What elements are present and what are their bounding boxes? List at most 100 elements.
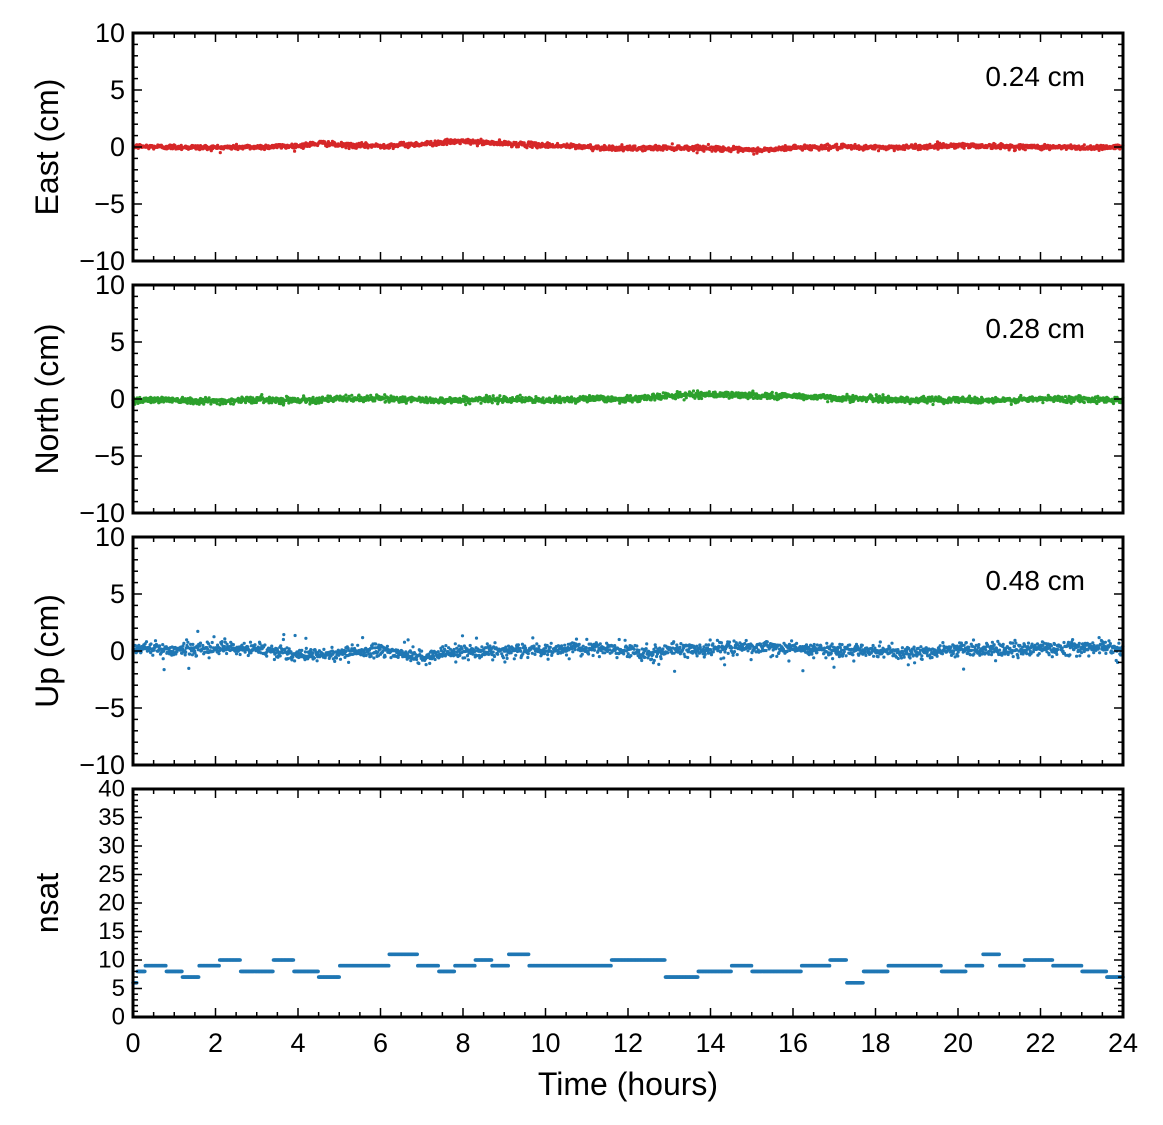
- up-point: [187, 666, 191, 671]
- east-point: [892, 149, 896, 153]
- north-point: [344, 393, 348, 397]
- up-point: [207, 642, 211, 646]
- y-tick-label: 0: [110, 384, 125, 414]
- east-point: [1082, 143, 1086, 147]
- north-point: [384, 399, 388, 403]
- up-point: [182, 641, 186, 646]
- up-point: [184, 650, 188, 654]
- north-point: [1041, 401, 1045, 405]
- north-point: [826, 400, 830, 404]
- north-point: [1111, 401, 1116, 406]
- east-ticks: [132, 32, 1124, 262]
- north-point: [628, 394, 633, 398]
- up-point: [248, 640, 253, 644]
- up-point: [186, 640, 190, 644]
- north-point: [403, 395, 407, 399]
- up-point: [210, 640, 214, 645]
- y-tick-label: −5: [94, 189, 125, 219]
- up-point: [225, 651, 229, 656]
- east-point: [344, 146, 348, 150]
- north-point: [404, 401, 408, 405]
- north-point: [260, 393, 264, 397]
- east-point: [475, 144, 479, 148]
- north-point: [520, 396, 525, 400]
- north-point: [383, 393, 387, 397]
- up-point: [223, 637, 227, 641]
- east-point: [293, 149, 297, 153]
- y-tick-label: −5: [94, 441, 125, 471]
- north-point: [684, 396, 688, 400]
- north-point: [490, 401, 494, 405]
- north-point: [267, 401, 271, 405]
- east-point: [706, 142, 711, 147]
- up-point: [263, 643, 267, 647]
- east-point: [670, 142, 674, 146]
- up-point: [188, 652, 192, 656]
- north-point: [1082, 400, 1086, 405]
- y-tick-label: 5: [110, 327, 125, 357]
- north-point: [931, 402, 935, 407]
- north-point: [158, 400, 163, 404]
- north-point: [282, 401, 286, 405]
- north-point: [770, 390, 774, 394]
- east-point: [234, 142, 239, 146]
- north-point: [314, 401, 318, 406]
- east-point: [695, 151, 699, 155]
- north-point: [464, 403, 468, 407]
- north-point: [881, 393, 885, 397]
- north-point: [479, 401, 483, 405]
- north-point: [357, 393, 361, 397]
- north-point: [498, 394, 502, 398]
- up-point: [243, 650, 247, 654]
- up-point: [151, 653, 155, 657]
- up-point: [162, 668, 166, 672]
- up-point: [196, 629, 200, 634]
- east-series: [131, 137, 1125, 156]
- north-point: [308, 402, 312, 406]
- up-point: [212, 635, 216, 639]
- north-point: [369, 393, 373, 397]
- y-tick-label: 10: [95, 270, 125, 300]
- east-point: [935, 140, 940, 144]
- up-point: [158, 644, 162, 648]
- east-ylabel: East (cm): [29, 79, 65, 216]
- north-point: [254, 400, 258, 405]
- north-point: [424, 396, 429, 400]
- east-point: [752, 152, 756, 156]
- east-point: [783, 144, 787, 148]
- north-point: [209, 402, 213, 406]
- up-point: [207, 656, 211, 660]
- north-point: [462, 400, 466, 404]
- up-point: [220, 640, 224, 644]
- east-point: [835, 142, 839, 146]
- north-point: [350, 393, 354, 397]
- east-point: [633, 144, 637, 148]
- north-point: [518, 393, 522, 397]
- up-point: [149, 642, 153, 646]
- up-point: [206, 647, 210, 651]
- north-point: [691, 389, 696, 393]
- y-tick-label: −10: [79, 246, 125, 276]
- up-point: [209, 645, 213, 649]
- up-point: [253, 643, 257, 647]
- east-point: [1023, 148, 1027, 152]
- north-point: [215, 402, 219, 406]
- up-point: [161, 643, 165, 647]
- y-tick-label: 5: [110, 75, 125, 105]
- up-point: [201, 643, 205, 648]
- north-point: [185, 401, 190, 405]
- east-point: [876, 149, 881, 153]
- east-point: [993, 142, 997, 146]
- north-point: [541, 396, 545, 400]
- east-point: [755, 151, 759, 155]
- east-point: [710, 149, 714, 153]
- up-series: [131, 629, 1125, 673]
- up-point: [153, 639, 158, 643]
- up-point: [217, 652, 221, 656]
- north-point: [700, 396, 704, 401]
- north-point: [673, 397, 678, 401]
